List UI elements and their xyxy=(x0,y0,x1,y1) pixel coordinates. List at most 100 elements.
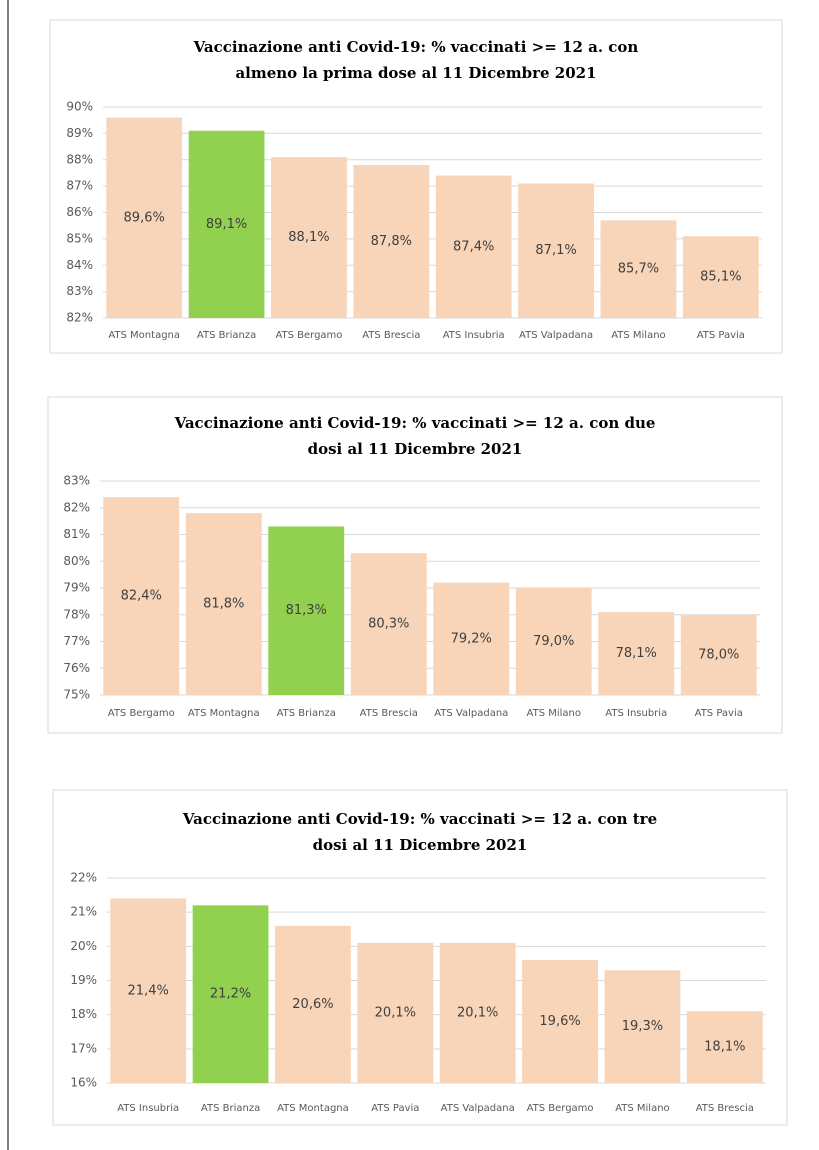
value-label: 78,1% xyxy=(616,646,657,661)
bar xyxy=(598,612,675,695)
bar xyxy=(439,942,516,1083)
bar xyxy=(604,970,681,1083)
y-tick-label: 75% xyxy=(63,688,90,702)
bar xyxy=(271,157,347,318)
chart-title: Vaccinazione anti Covid-19: % vaccinati … xyxy=(182,810,657,828)
x-tick-label: ATS Insubria xyxy=(605,708,667,719)
y-tick-label: 16% xyxy=(70,1076,97,1090)
bar xyxy=(600,220,677,318)
y-tick-label: 79% xyxy=(63,581,90,595)
x-tick-label: ATS Valpadana xyxy=(434,708,508,719)
value-label: 80,3% xyxy=(368,617,409,632)
x-tick-label: ATS Brianza xyxy=(197,330,256,341)
chart-title: dosi al 11 Dicembre 2021 xyxy=(313,836,528,854)
value-label: 85,1% xyxy=(700,270,741,285)
value-label: 89,6% xyxy=(124,210,165,225)
x-tick-label: ATS Milano xyxy=(527,708,581,719)
bar xyxy=(106,117,183,318)
value-label: 78,0% xyxy=(698,647,739,662)
y-tick-label: 19% xyxy=(70,973,97,987)
chart-title: dosi al 11 Dicembre 2021 xyxy=(308,440,523,458)
bar xyxy=(192,905,269,1083)
x-tick-label: ATS Milano xyxy=(615,1103,669,1114)
y-tick-label: 22% xyxy=(70,871,97,885)
y-tick-label: 77% xyxy=(63,634,90,648)
x-tick-label: ATS Brescia xyxy=(696,1103,754,1114)
value-label: 81,8% xyxy=(203,597,244,612)
value-label: 20,1% xyxy=(457,1005,498,1020)
x-tick-label: ATS Brescia xyxy=(362,330,420,341)
bar xyxy=(435,175,512,318)
bar xyxy=(522,960,598,1083)
x-tick-label: ATS Pavia xyxy=(697,330,745,341)
y-tick-label: 83% xyxy=(63,474,90,488)
y-tick-label: 18% xyxy=(70,1007,97,1021)
y-tick-label: 21% xyxy=(70,905,97,919)
value-label: 79,2% xyxy=(451,631,492,646)
y-tick-label: 80% xyxy=(63,554,90,568)
x-tick-label: ATS Bergamo xyxy=(108,708,175,719)
y-tick-label: 20% xyxy=(70,939,97,953)
value-label: 19,3% xyxy=(622,1019,663,1034)
x-tick-label: ATS Valpadana xyxy=(441,1103,515,1114)
bar xyxy=(353,165,430,318)
bar xyxy=(680,614,757,695)
bar xyxy=(350,553,427,695)
value-label: 87,1% xyxy=(535,243,576,258)
x-tick-label: ATS Pavia xyxy=(695,708,743,719)
bar xyxy=(185,513,262,695)
y-tick-label: 17% xyxy=(70,1041,97,1055)
value-label: 87,8% xyxy=(371,234,412,249)
value-label: 20,6% xyxy=(292,997,333,1012)
x-tick-label: ATS Insubria xyxy=(443,330,505,341)
chart-title: Vaccinazione anti Covid-19: % vaccinati … xyxy=(193,38,639,56)
bar xyxy=(275,925,351,1083)
y-tick-label: 86% xyxy=(66,205,93,219)
x-tick-label: ATS Brianza xyxy=(201,1103,260,1114)
value-label: 89,1% xyxy=(206,217,247,232)
value-label: 21,4% xyxy=(128,983,169,998)
y-tick-label: 83% xyxy=(66,284,93,298)
y-tick-label: 82% xyxy=(66,311,93,325)
y-tick-label: 87% xyxy=(66,179,93,193)
value-label: 85,7% xyxy=(618,262,659,277)
bar xyxy=(686,1011,763,1083)
y-tick-label: 81% xyxy=(63,527,90,541)
value-label: 79,0% xyxy=(533,634,574,649)
bar xyxy=(188,130,265,318)
x-tick-label: ATS Brianza xyxy=(277,708,336,719)
bar xyxy=(103,497,180,695)
x-tick-label: ATS Brescia xyxy=(360,708,418,719)
bar xyxy=(515,588,592,695)
bar xyxy=(110,898,187,1083)
x-tick-label: ATS Milano xyxy=(611,330,665,341)
x-tick-label: ATS Pavia xyxy=(371,1103,419,1114)
y-tick-label: 85% xyxy=(66,231,93,245)
bar xyxy=(682,236,759,318)
x-tick-label: ATS Montagna xyxy=(277,1103,349,1114)
chart-title: almeno la prima dose al 11 Dicembre 2021 xyxy=(235,64,596,82)
x-tick-label: ATS Montagna xyxy=(188,708,260,719)
y-tick-label: 88% xyxy=(66,152,93,166)
value-label: 20,1% xyxy=(375,1005,416,1020)
x-tick-label: ATS Valpadana xyxy=(519,330,593,341)
x-tick-label: ATS Montagna xyxy=(108,330,180,341)
y-tick-label: 76% xyxy=(63,661,90,675)
bar xyxy=(518,183,594,318)
value-label: 19,6% xyxy=(539,1014,580,1029)
bar xyxy=(268,526,345,695)
value-label: 88,1% xyxy=(288,230,329,245)
x-tick-label: ATS Bergamo xyxy=(527,1103,594,1114)
x-tick-label: ATS Insubria xyxy=(117,1103,179,1114)
bar xyxy=(357,942,434,1083)
bar xyxy=(433,582,510,695)
y-tick-label: 82% xyxy=(63,500,90,514)
y-tick-label: 84% xyxy=(66,258,93,272)
value-label: 82,4% xyxy=(121,589,162,604)
value-label: 87,4% xyxy=(453,239,494,254)
y-tick-label: 89% xyxy=(66,126,93,140)
y-tick-label: 78% xyxy=(63,607,90,621)
value-label: 81,3% xyxy=(286,603,327,618)
y-tick-label: 90% xyxy=(66,100,93,114)
